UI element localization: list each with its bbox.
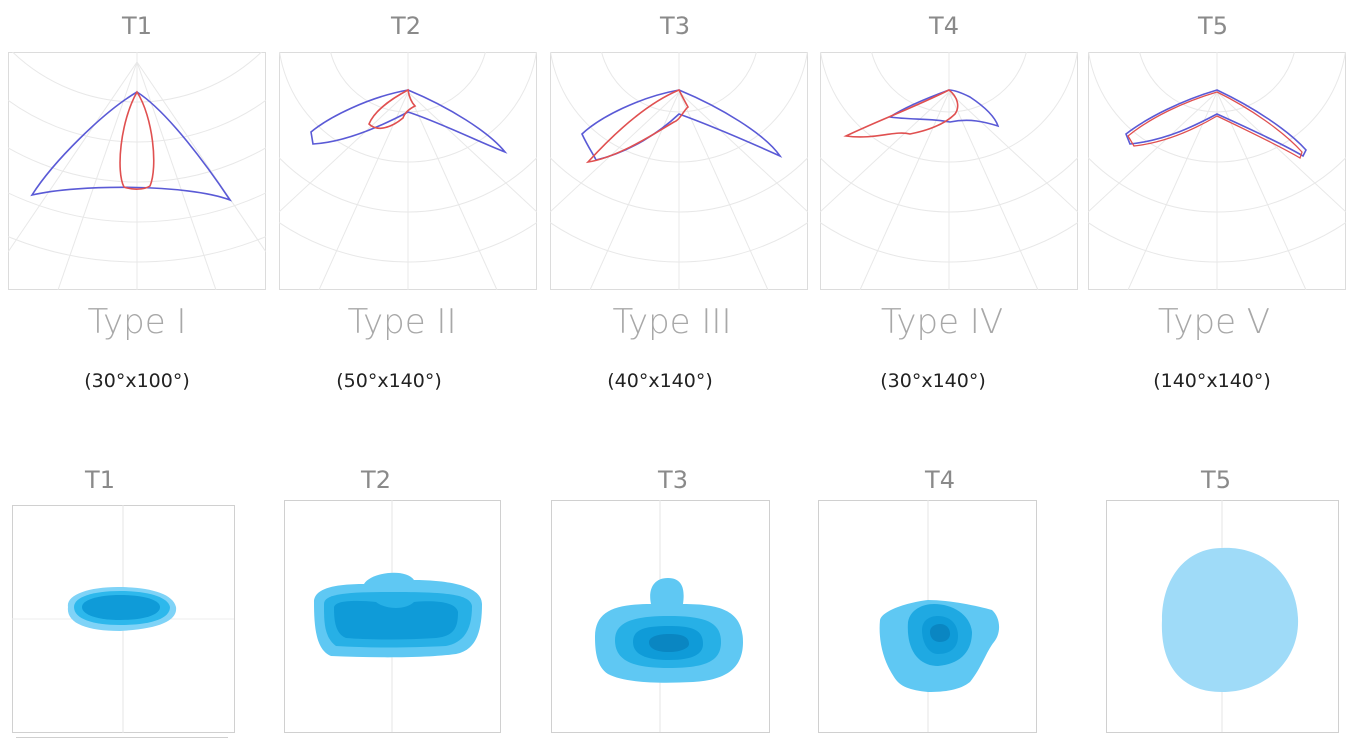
iso-code-t3: T3 bbox=[658, 466, 688, 494]
iso-code-t1: T1 bbox=[85, 466, 115, 494]
polar-code-t4: T4 bbox=[929, 12, 959, 40]
beam-angle-t5: (140°x140°) bbox=[1153, 370, 1271, 392]
type-name-t2: Type II bbox=[347, 302, 457, 342]
polar-code-t1: T1 bbox=[122, 12, 152, 40]
polar-code-t2: T2 bbox=[391, 12, 421, 40]
type-name-t1: Type I bbox=[87, 302, 187, 342]
iso-code-t4: T4 bbox=[925, 466, 955, 494]
beam-angle-t1: (30°x100°) bbox=[84, 370, 190, 392]
polar-code-t5: T5 bbox=[1198, 12, 1228, 40]
iso-code-t2: T2 bbox=[361, 466, 391, 494]
polar-diagram-t3 bbox=[550, 52, 808, 290]
polar-diagram-t1 bbox=[8, 52, 266, 290]
type-name-t3: Type III bbox=[612, 302, 732, 342]
isolux-diagram-t4 bbox=[810, 492, 1040, 742]
isolux-diagram-t3 bbox=[543, 492, 773, 742]
isolux-diagram-t5 bbox=[1088, 492, 1348, 742]
type-name-t5: Type V bbox=[1157, 302, 1271, 342]
isolux-diagram-t2 bbox=[276, 492, 506, 742]
polar-diagram-t5 bbox=[1088, 52, 1346, 290]
polar-code-t3: T3 bbox=[660, 12, 690, 40]
polar-diagram-t2 bbox=[279, 52, 537, 290]
type-name-t4: Type IV bbox=[880, 302, 1004, 342]
beam-angle-t2: (50°x140°) bbox=[336, 370, 442, 392]
isolux-diagram-t1 bbox=[8, 505, 236, 743]
iso-code-t5: T5 bbox=[1201, 466, 1231, 494]
beam-angle-t3: (40°x140°) bbox=[607, 370, 713, 392]
beam-angle-t4: (30°x140°) bbox=[880, 370, 986, 392]
polar-diagram-t4 bbox=[820, 52, 1078, 290]
